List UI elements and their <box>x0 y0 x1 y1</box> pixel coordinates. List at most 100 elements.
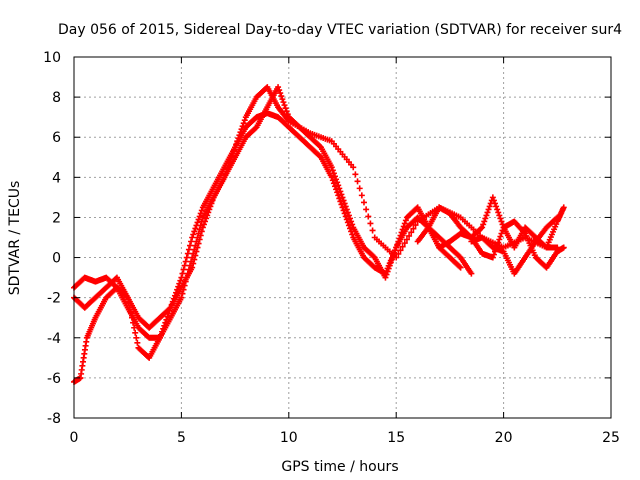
data-point <box>233 141 240 148</box>
x-tick-label: 20 <box>495 430 513 446</box>
data-point <box>333 186 340 193</box>
data-point <box>279 96 286 103</box>
data-point <box>370 253 377 260</box>
data-point <box>395 238 402 245</box>
data-point <box>499 227 506 234</box>
data-point <box>336 195 343 202</box>
data-point <box>342 203 349 210</box>
data-point <box>277 90 284 97</box>
data-point <box>237 129 244 136</box>
data-point <box>165 310 172 317</box>
y-tick-label: 10 <box>43 50 61 66</box>
y-tick-label: -6 <box>47 371 61 387</box>
data-point <box>344 209 351 216</box>
data-point <box>394 241 401 248</box>
plot-frame <box>73 56 612 419</box>
y-tick-label: -4 <box>47 331 61 347</box>
data-point <box>112 283 119 290</box>
data-point <box>496 212 503 219</box>
data-point <box>330 180 337 187</box>
data-point <box>468 270 475 277</box>
data-point <box>198 207 205 214</box>
data-point <box>347 215 354 222</box>
data-point <box>333 176 340 183</box>
data-point <box>385 265 392 272</box>
data-point <box>196 236 203 243</box>
data-point <box>183 254 190 261</box>
data-point <box>162 319 169 326</box>
data-point <box>490 197 497 204</box>
data-point <box>485 206 492 213</box>
data-point <box>345 222 352 229</box>
data-point <box>191 228 198 235</box>
data-point <box>348 218 355 225</box>
data-point <box>194 244 201 251</box>
data-point <box>223 168 230 175</box>
data-point <box>241 117 248 124</box>
data-point <box>354 178 361 185</box>
chart-title: Day 056 of 2015, Sidereal Day-to-day VTE… <box>58 22 622 38</box>
data-point <box>283 108 290 115</box>
data-point <box>398 229 405 236</box>
x-tick-label: 0 <box>70 430 79 446</box>
data-point <box>406 232 413 239</box>
data-point <box>343 206 350 213</box>
data-point <box>388 256 395 263</box>
data-point <box>209 197 216 204</box>
data-point <box>128 314 135 321</box>
data-point <box>334 189 341 196</box>
data-point <box>337 198 344 205</box>
data-point <box>403 236 410 243</box>
data-point <box>190 260 197 267</box>
data-point <box>478 225 485 232</box>
data-point <box>239 123 246 130</box>
data-point <box>200 221 207 228</box>
data-point <box>331 173 338 180</box>
data-point <box>340 207 347 214</box>
data-point <box>206 206 213 213</box>
data-point <box>198 228 205 235</box>
data-point <box>195 216 202 223</box>
data-point <box>553 215 560 222</box>
data-point <box>164 313 171 320</box>
data-point <box>240 120 247 127</box>
data-point <box>190 231 197 238</box>
data-point <box>392 247 399 254</box>
data-point <box>282 105 289 112</box>
x-tick-label: 10 <box>280 430 298 446</box>
data-point <box>180 266 187 273</box>
data-points <box>71 84 567 385</box>
y-axis-label: SDTVAR / TECUs <box>7 181 23 296</box>
data-point <box>408 229 415 236</box>
data-point <box>340 197 347 204</box>
data-point <box>192 252 199 259</box>
data-point <box>205 209 212 216</box>
x-axis-label: GPS time / hours <box>281 459 398 475</box>
data-point <box>181 262 188 269</box>
data-point <box>161 322 168 329</box>
data-point <box>489 194 496 201</box>
data-point <box>329 167 336 174</box>
data-point <box>280 99 287 106</box>
data-point <box>131 324 138 331</box>
data-point <box>480 221 487 228</box>
data-point <box>492 200 499 207</box>
data-point <box>349 231 356 238</box>
data-point <box>232 144 239 151</box>
data-point <box>335 192 342 199</box>
data-point <box>166 307 173 314</box>
data-point <box>497 215 504 222</box>
data-point <box>495 239 502 246</box>
data-point <box>229 150 236 157</box>
data-point <box>195 240 202 247</box>
data-point <box>156 334 163 341</box>
data-point <box>207 203 214 210</box>
y-tick-label: 2 <box>52 210 61 226</box>
data-point <box>134 339 141 346</box>
data-point <box>184 250 191 257</box>
data-point <box>178 294 185 301</box>
y-tick-label: -2 <box>47 291 61 307</box>
data-point <box>331 183 338 190</box>
data-point <box>345 212 352 219</box>
